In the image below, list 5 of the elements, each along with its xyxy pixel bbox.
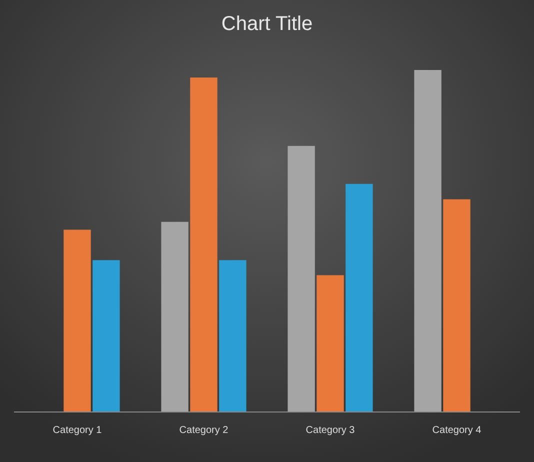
x-tick-label: Category 2	[179, 425, 229, 436]
x-tick-label: Category 3	[306, 425, 356, 436]
x-tick-label: Category 1	[52, 425, 102, 436]
chart-title: Chart Title	[221, 13, 313, 35]
x-tick-label: Category 4	[432, 425, 482, 436]
